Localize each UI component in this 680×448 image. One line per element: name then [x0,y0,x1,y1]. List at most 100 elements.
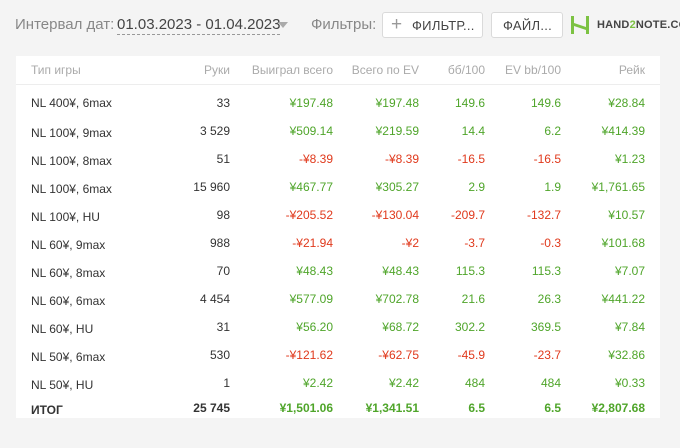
cell-game-type: NL 100¥, 8max [31,154,112,168]
cell-rake: ¥441.22 [601,292,645,306]
table-row[interactable]: NL 60¥, 9max 988 -¥21.94 -¥2 -3.7 -0.3 ¥101.68 [16,229,660,257]
table-row[interactable]: NL 60¥, 6max 4 454 ¥577.09 ¥702.78 21.6 26.3 ¥… [16,285,660,313]
cell-rake: ¥414.39 [601,124,645,138]
cell-ev-bb100: 149.6 [530,96,561,110]
cell-ev-total: ¥48.43 [382,264,419,278]
cell-hands: 33 [216,96,230,110]
cell-game-type: NL 60¥, 9max [31,238,106,252]
table-row[interactable]: NL 60¥, HU 31 ¥56.20 ¥68.72 302.2 369.5 ¥7.84 [16,313,660,341]
cell-rake: ¥10.57 [608,208,645,222]
column-header-game-type[interactable]: Тип игры [16,56,176,85]
total-game-type: ИТОГ [31,402,63,417]
cell-hands: 1 [223,376,230,390]
cell-game-type: NL 400¥, 6max [31,96,112,110]
cell-ev-total: ¥68.72 [382,320,419,334]
cell-ev-bb100: 369.5 [530,320,561,334]
table-body: NL 400¥, 6max 33 ¥197.48 ¥197.48 149.6 149.6 ¥… [16,85,660,419]
table-row[interactable]: NL 100¥, 6max 15 960 ¥467.77 ¥305.27 2.9 1.9 ¥… [16,173,660,201]
cell-ev-bb100: 6.2 [544,124,561,138]
cell-game-type: NL 100¥, 6max [31,182,112,196]
cell-game-type: NL 100¥, HU [31,210,100,224]
cell-ev-total: -¥130.04 [371,208,419,222]
filters-label: Фильтры: [311,16,377,33]
cell-ev-bb100: 484 [540,376,561,390]
cell-bb100: 14.4 [461,124,485,138]
cell-ev-total: ¥197.48 [375,96,419,110]
cell-ev-bb100: 1.9 [544,180,561,194]
cell-bb100: -209.7 [450,208,485,222]
column-header-ev-bb100[interactable]: EV bb/100 [485,56,561,85]
toolbar: Интервал дат: 01.03.2023 - 01.04.2023 Фи… [0,0,680,50]
column-header-rake[interactable]: Рейк [561,56,660,85]
cell-hands: 3 529 [199,124,230,138]
cell-won-total: -¥21.94 [292,236,333,250]
cell-won-total: -¥121.62 [285,348,333,362]
cell-bb100: -45.9 [457,348,485,362]
cell-ev-total: -¥8.39 [384,152,419,166]
cell-ev-total: ¥2.42 [388,376,419,390]
total-bb100: 6.5 [468,400,485,415]
filter-button-label: ФИЛЬТР... [412,18,475,33]
column-header-won-total[interactable]: Выиграл всего [230,56,333,85]
cell-bb100: 2.9 [468,180,485,194]
cell-won-total: ¥577.09 [289,292,333,306]
cell-hands: 51 [216,152,230,166]
cell-rake: ¥1,761.65 [591,180,645,194]
column-header-hands[interactable]: Руки [176,56,230,85]
table-row[interactable]: NL 100¥, 9max 3 529 ¥509.14 ¥219.59 14.4 6.2 ¥… [16,117,660,145]
table-header-row: Тип игры Руки Выиграл всего Всего по EV бб/1… [16,56,660,85]
cell-hands: 4 454 [199,292,230,306]
table-row[interactable]: NL 50¥, 6max 530 -¥121.62 -¥62.75 -45.9 -23.7… [16,341,660,369]
cell-ev-bb100: -0.3 [540,236,561,250]
cell-game-type: NL 50¥, 6max [31,350,106,364]
table-row[interactable]: NL 100¥, 8max 51 -¥8.39 -¥8.39 -16.5 -16.5 ¥1.… [16,145,660,173]
cell-bb100: -3.7 [464,236,485,250]
table-row[interactable]: NL 50¥, HU 1 ¥2.42 ¥2.42 484 484 ¥0.33 [16,369,660,397]
plus-icon: + [391,14,403,35]
cell-won-total: ¥509.14 [289,124,333,138]
cell-rake: ¥28.84 [608,96,645,110]
cell-rake: ¥7.07 [614,264,645,278]
cell-bb100: 21.6 [461,292,485,306]
cell-hands: 70 [216,264,230,278]
cell-won-total: ¥197.48 [289,96,333,110]
chevron-down-icon[interactable] [278,22,288,28]
cell-hands: 31 [216,320,230,334]
cell-won-total: ¥467.77 [289,180,333,194]
cell-ev-total: ¥305.27 [375,180,419,194]
column-header-ev-total[interactable]: Всего по EV [333,56,419,85]
total-hands: 25 745 [193,400,230,415]
total-ev-total: ¥1,341.51 [365,400,419,415]
table-row[interactable]: NL 100¥, HU 98 -¥205.52 -¥130.04 -209.7 -132.… [16,201,660,229]
total-rake: ¥2,807.68 [591,400,645,415]
cell-hands: 988 [209,236,230,250]
date-range-label: Интервал дат: [15,16,115,33]
cell-ev-total: ¥219.59 [375,124,419,138]
files-button-label: ФАЙЛ... [503,18,553,33]
filter-button[interactable]: + ФИЛЬТР... [382,12,483,38]
logo-text: HAND2NOTE.CO [597,19,680,31]
column-header-bb100[interactable]: бб/100 [419,56,485,85]
cell-rake: ¥0.33 [614,376,645,390]
cell-rake: ¥32.86 [608,348,645,362]
cell-game-type: NL 100¥, 9max [31,126,112,140]
cell-bb100: -16.5 [457,152,485,166]
table-row[interactable]: NL 60¥, 8max 70 ¥48.43 ¥48.43 115.3 115.3 ¥7.0… [16,257,660,285]
cell-ev-total: -¥62.75 [378,348,419,362]
table-row[interactable]: NL 400¥, 6max 33 ¥197.48 ¥197.48 149.6 149.6 ¥… [16,85,660,118]
cell-bb100: 149.6 [454,96,485,110]
cell-game-type: NL 60¥, 6max [31,294,106,308]
date-range-picker[interactable]: 01.03.2023 - 01.04.2023 [117,16,281,35]
cell-game-type: NL 50¥, HU [31,378,94,392]
cell-won-total: -¥205.52 [285,208,333,222]
cell-ev-bb100: 115.3 [531,264,561,278]
total-won-total: ¥1,501.06 [279,400,333,415]
total-row: ИТОГ 25 745 ¥1,501.06 ¥1,341.51 6.5 6.5 ¥2,807… [16,397,660,418]
cell-rake: ¥1.23 [614,152,645,166]
hand2note-logo: HAND2NOTE.CO [570,14,680,36]
logo-mark-icon [571,16,589,34]
cell-won-total: ¥48.43 [296,264,333,278]
cell-won-total: ¥2.42 [302,376,333,390]
files-button[interactable]: ФАЙЛ... [491,12,563,38]
cell-game-type: NL 60¥, HU [31,322,94,336]
